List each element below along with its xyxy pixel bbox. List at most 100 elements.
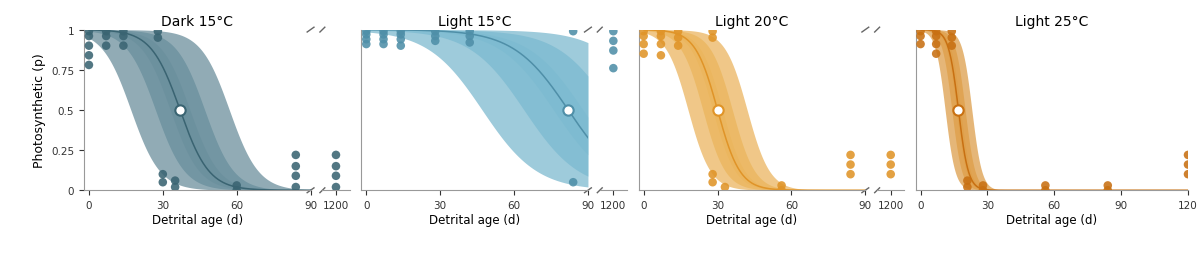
Point (79, 54, 98, 58)
Point (374, 33, 394, 37)
Point (326, 174, 346, 178)
Title: Light 15°C: Light 15°C (438, 15, 511, 29)
X-axis label: Detrital age (d): Detrital age (d) (151, 213, 242, 226)
Point (426, 35, 445, 39)
Point (356, 38, 376, 42)
Point (841, 153, 860, 157)
Point (154, 180, 173, 184)
Point (973, 188, 992, 193)
Point (604, 40, 623, 44)
Point (460, 30, 479, 34)
Title: Light 25°C: Light 25°C (1015, 15, 1088, 29)
Point (356, 43, 376, 47)
Point (356, 33, 376, 37)
Point (79, 35, 98, 39)
Point (911, 35, 930, 39)
Point (149, 30, 168, 34)
Point (942, 36, 961, 40)
Point (841, 172, 860, 177)
Point (604, 67, 623, 71)
Point (154, 172, 173, 177)
Point (96, 30, 115, 34)
Point (708, 108, 727, 113)
Point (559, 108, 578, 113)
Point (668, 30, 688, 34)
Title: Light 20°C: Light 20°C (715, 15, 788, 29)
Point (326, 185, 346, 189)
Point (426, 40, 445, 44)
Point (166, 185, 185, 189)
Point (634, 30, 653, 34)
X-axis label: Detrital age (d): Detrital age (d) (707, 213, 798, 226)
Point (326, 153, 346, 157)
Point (668, 36, 688, 40)
Point (652, 30, 671, 34)
Y-axis label: Photosynthetic (p): Photosynthetic (p) (32, 53, 46, 168)
Point (958, 179, 977, 183)
Point (958, 185, 977, 189)
Point (772, 188, 791, 193)
Point (1178, 163, 1198, 167)
Point (374, 38, 394, 42)
Point (911, 43, 930, 47)
Point (604, 49, 623, 53)
Point (942, 44, 961, 49)
Point (114, 35, 133, 39)
Point (426, 30, 445, 34)
Point (356, 30, 376, 34)
Point (286, 153, 305, 157)
Point (926, 43, 946, 47)
Point (1036, 188, 1055, 193)
Point (1178, 153, 1198, 157)
Point (973, 184, 992, 188)
Point (652, 35, 671, 39)
Point (96, 44, 115, 49)
Point (942, 30, 961, 34)
Point (114, 44, 133, 49)
Point (286, 185, 305, 189)
Point (1098, 184, 1117, 188)
X-axis label: Detrital age (d): Detrital age (d) (430, 213, 521, 226)
Point (604, 30, 623, 34)
Point (391, 44, 410, 49)
Point (703, 180, 722, 184)
Point (391, 38, 410, 42)
Point (881, 172, 900, 177)
Point (460, 35, 479, 39)
Point (881, 153, 900, 157)
Point (703, 172, 722, 177)
Point (227, 184, 246, 188)
Point (1098, 188, 1117, 193)
Point (79, 64, 98, 68)
Point (170, 108, 190, 113)
Point (79, 30, 98, 34)
Point (286, 174, 305, 178)
Point (926, 30, 946, 34)
Point (881, 163, 900, 167)
Point (564, 30, 583, 34)
Point (703, 30, 722, 34)
Point (911, 30, 930, 34)
Point (391, 30, 410, 34)
Point (715, 185, 734, 189)
Point (79, 44, 98, 49)
Point (841, 163, 860, 167)
Point (286, 165, 305, 169)
Point (949, 108, 968, 113)
Point (652, 54, 671, 58)
Title: Dark 15°C: Dark 15°C (161, 15, 233, 29)
Point (634, 43, 653, 47)
Point (926, 35, 946, 39)
Point (326, 165, 346, 169)
Point (114, 30, 133, 34)
Point (374, 43, 394, 47)
Point (652, 43, 671, 47)
Point (926, 52, 946, 56)
Point (96, 35, 115, 39)
Point (634, 35, 653, 39)
Point (460, 41, 479, 45)
Point (166, 179, 185, 183)
Point (391, 33, 410, 37)
Point (1178, 172, 1198, 177)
Point (149, 36, 168, 40)
